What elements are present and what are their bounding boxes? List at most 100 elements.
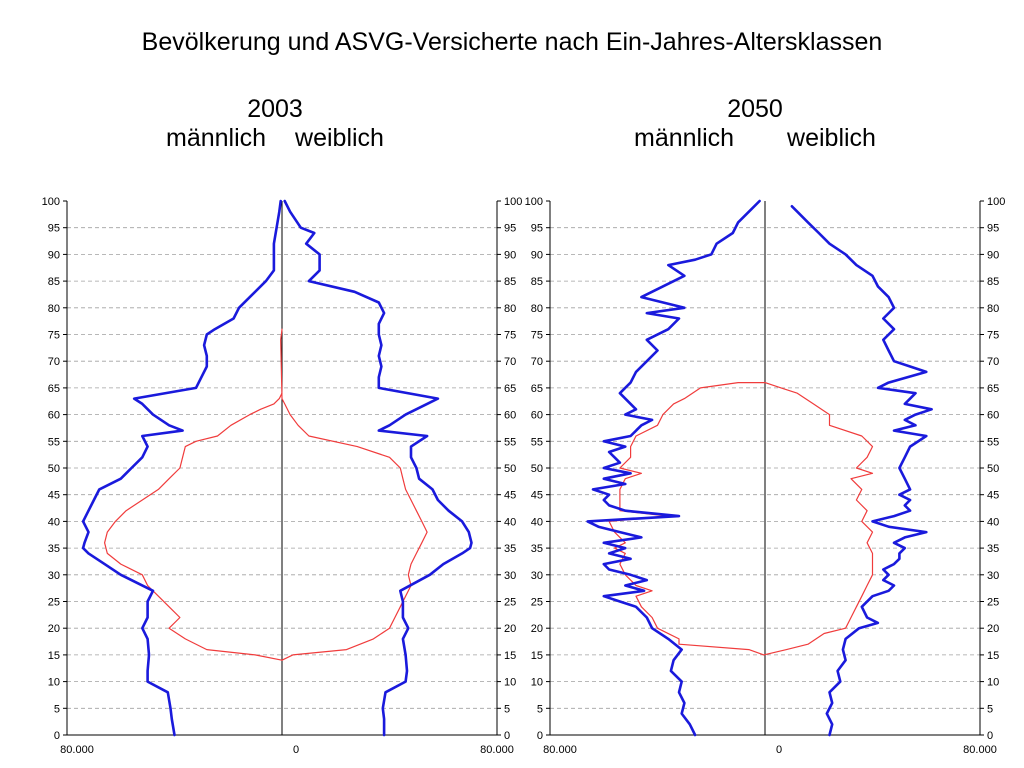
y-tick-label-right-2050-5: 5 xyxy=(987,703,993,715)
y-tick-label-left-2050-65: 65 xyxy=(531,383,543,395)
y-tick-label-left-2003-60: 60 xyxy=(48,410,60,422)
panel-header-2003: 2003 männlich weiblich xyxy=(120,95,430,153)
y-tick-label-left-2050-50: 50 xyxy=(531,463,543,475)
label-female-2003: weiblich xyxy=(295,124,384,152)
panel-year-2050: 2050 xyxy=(727,95,783,123)
y-tick-label-right-2003-10: 10 xyxy=(504,677,516,689)
y-tick-label-left-2003-40: 40 xyxy=(48,516,60,528)
series-population-male-2050 xyxy=(586,199,761,737)
y-tick-label-right-2003-90: 90 xyxy=(504,249,516,261)
y-tick-label-right-2050-25: 25 xyxy=(987,597,999,609)
y-tick-label-right-2050-35: 35 xyxy=(987,543,999,555)
y-tick-label-left-2050-60: 60 xyxy=(531,410,543,422)
y-tick-label-right-2050-60: 60 xyxy=(987,410,999,422)
y-tick-label-left-2050-30: 30 xyxy=(531,570,543,582)
y-tick-label-left-2050-90: 90 xyxy=(531,249,543,261)
y-tick-label-left-2003-75: 75 xyxy=(48,330,60,342)
y-tick-label-right-2003-80: 80 xyxy=(504,303,516,315)
y-tick-label-left-2050-0: 0 xyxy=(537,730,543,742)
y-tick-label-right-2050-50: 50 xyxy=(987,463,999,475)
y-tick-label-right-2003-95: 95 xyxy=(504,223,516,235)
y-tick-label-right-2050-20: 20 xyxy=(987,623,999,635)
y-tick-label-right-2003-55: 55 xyxy=(504,436,516,448)
y-tick-label-right-2050-90: 90 xyxy=(987,249,999,261)
series-insured-male-2003 xyxy=(103,392,283,661)
y-tick-label-left-2003-35: 35 xyxy=(48,543,60,555)
y-tick-label-left-2050-80: 80 xyxy=(531,303,543,315)
y-tick-label-left-2003-20: 20 xyxy=(48,623,60,635)
y-tick-label-left-2050-45: 45 xyxy=(531,490,543,502)
y-tick-label-right-2050-40: 40 xyxy=(987,516,999,528)
y-tick-label-left-2003-80: 80 xyxy=(48,303,60,315)
y-tick-label-left-2003-50: 50 xyxy=(48,463,60,475)
y-tick-label-left-2050-85: 85 xyxy=(531,276,543,288)
y-tick-label-left-2003-5: 5 xyxy=(54,703,60,715)
y-tick-label-right-2050-100: 100 xyxy=(987,196,1005,208)
y-tick-label-right-2050-75: 75 xyxy=(987,330,999,342)
y-tick-label-right-2050-55: 55 xyxy=(987,436,999,448)
y-tick-label-right-2050-70: 70 xyxy=(987,356,999,368)
label-male-2003: männlich xyxy=(166,124,267,152)
y-tick-label-left-2003-90: 90 xyxy=(48,249,60,261)
y-tick-label-left-2003-100: 100 xyxy=(42,196,60,208)
y-tick-label-left-2003-95: 95 xyxy=(48,223,60,235)
panel-year-2003: 2003 xyxy=(247,95,303,123)
label-female-2050: weiblich xyxy=(787,124,876,152)
y-tick-label-left-2050-10: 10 xyxy=(531,677,543,689)
y-tick-label-right-2003-75: 75 xyxy=(504,330,516,342)
y-tick-label-right-2003-40: 40 xyxy=(504,516,516,528)
y-tick-label-left-2050-75: 75 xyxy=(531,330,543,342)
y-tick-label-left-2003-25: 25 xyxy=(48,597,60,609)
chart-title: Bevölkerung und ASVG-Versicherte nach Ei… xyxy=(141,28,883,56)
panel-header-2050: 2050 männlich weiblich xyxy=(590,95,920,153)
y-tick-label-left-2003-10: 10 xyxy=(48,677,60,689)
y-tick-label-right-2003-100: 100 xyxy=(504,196,522,208)
y-tick-label-left-2003-0: 0 xyxy=(54,730,60,742)
x-tick-label-2003-2: 80.000 xyxy=(480,744,514,756)
x-tick-label-2050-2: 80.000 xyxy=(963,744,997,756)
y-tick-label-right-2003-0: 0 xyxy=(504,730,510,742)
y-tick-label-right-2050-45: 45 xyxy=(987,490,999,502)
series-population-female-2003 xyxy=(283,199,473,737)
y-tick-label-left-2003-85: 85 xyxy=(48,276,60,288)
y-tick-label-right-2003-60: 60 xyxy=(504,410,516,422)
y-tick-label-right-2003-25: 25 xyxy=(504,597,516,609)
y-tick-label-left-2050-5: 5 xyxy=(537,703,543,715)
series-insured-female-2050 xyxy=(763,382,874,656)
y-tick-label-left-2050-55: 55 xyxy=(531,436,543,448)
x-tick-label-2003-0: 80.000 xyxy=(60,744,94,756)
y-tick-label-right-2003-20: 20 xyxy=(504,623,516,635)
y-tick-label-right-2050-0: 0 xyxy=(987,730,993,742)
y-tick-label-right-2050-65: 65 xyxy=(987,383,999,395)
y-tick-label-right-2003-45: 45 xyxy=(504,490,516,502)
y-tick-label-right-2003-30: 30 xyxy=(504,570,516,582)
y-tick-label-right-2003-85: 85 xyxy=(504,276,516,288)
y-tick-label-right-2050-30: 30 xyxy=(987,570,999,582)
x-tick-label-2050-0: 80.000 xyxy=(543,744,577,756)
series-population-female-2050 xyxy=(790,205,933,737)
y-tick-label-left-2050-15: 15 xyxy=(531,650,543,662)
y-tick-label-left-2003-55: 55 xyxy=(48,436,60,448)
y-tick-label-right-2003-50: 50 xyxy=(504,463,516,475)
y-tick-label-right-2003-15: 15 xyxy=(504,650,516,662)
y-tick-label-left-2050-25: 25 xyxy=(531,597,543,609)
y-tick-label-right-2050-85: 85 xyxy=(987,276,999,288)
y-tick-label-left-2050-70: 70 xyxy=(531,356,543,368)
y-tick-label-left-2003-30: 30 xyxy=(48,570,60,582)
y-tick-label-right-2003-70: 70 xyxy=(504,356,516,368)
y-tick-label-left-2003-15: 15 xyxy=(48,650,60,662)
y-tick-label-right-2003-35: 35 xyxy=(504,543,516,555)
x-tick-label-2003-1: 0 xyxy=(293,744,299,756)
x-tick-label-2050-1: 0 xyxy=(776,744,782,756)
y-tick-label-right-2050-15: 15 xyxy=(987,650,999,662)
y-tick-label-left-2003-70: 70 xyxy=(48,356,60,368)
y-tick-label-right-2050-80: 80 xyxy=(987,303,999,315)
y-tick-label-left-2050-35: 35 xyxy=(531,543,543,555)
y-tick-label-left-2003-45: 45 xyxy=(48,490,60,502)
y-tick-label-right-2050-95: 95 xyxy=(987,223,999,235)
y-tick-label-left-2050-20: 20 xyxy=(531,623,543,635)
y-tick-label-left-2003-65: 65 xyxy=(48,383,60,395)
series-population-male-2003 xyxy=(81,199,283,737)
y-tick-label-right-2050-10: 10 xyxy=(987,677,999,689)
